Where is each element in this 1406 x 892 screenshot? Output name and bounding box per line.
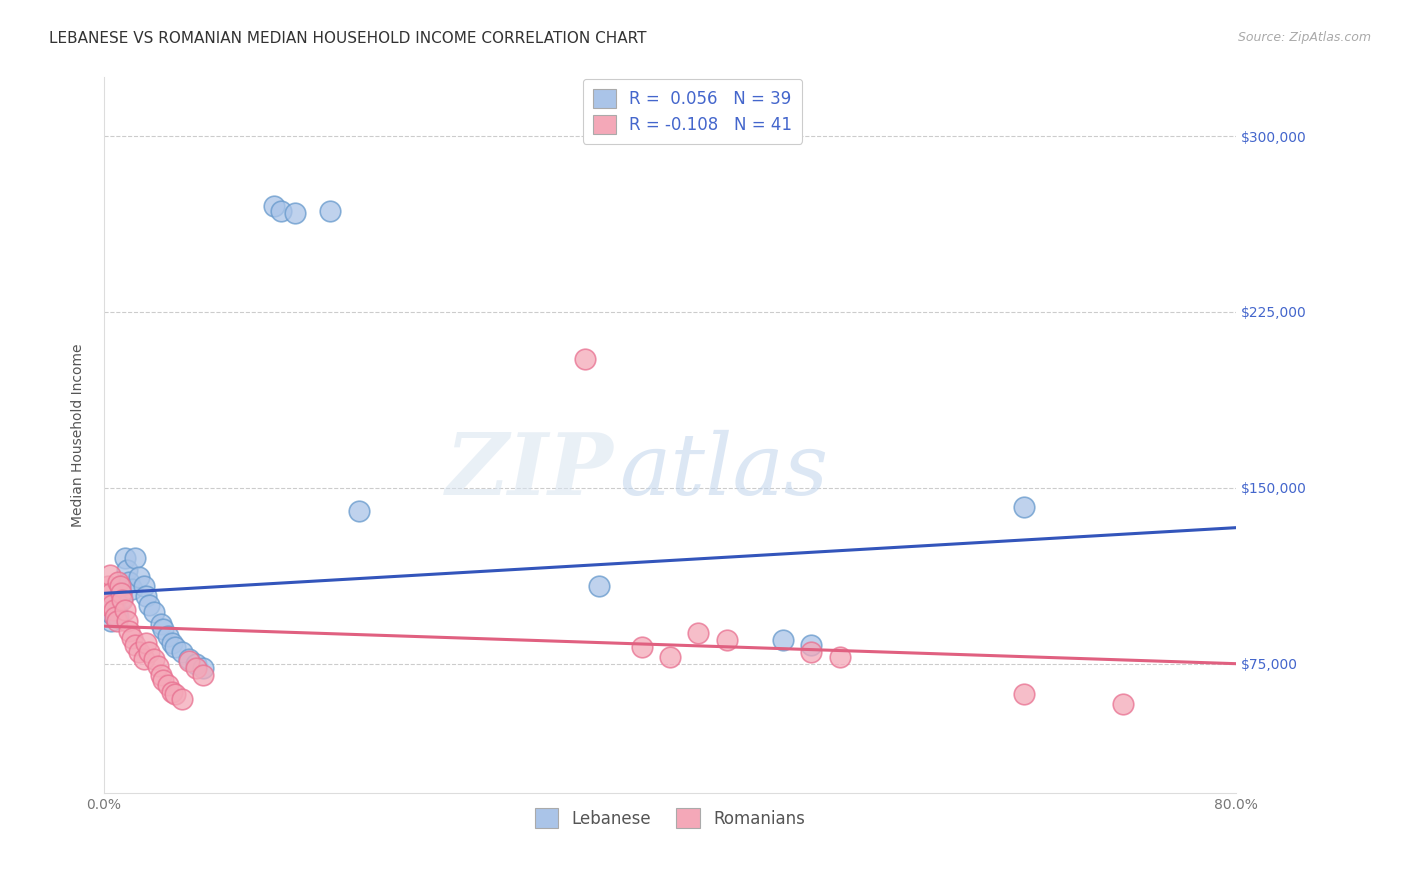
Point [146,659,169,673]
Point [263,199,285,213]
Point [177,652,200,666]
Point [135,635,157,649]
Point [132,579,155,593]
Text: atlas: atlas [619,429,828,512]
Point [142,652,165,666]
Point [191,661,214,675]
Point [163,687,186,701]
Point [135,589,157,603]
Point [138,598,160,612]
Point [800,645,823,659]
Point [347,504,370,518]
Point [149,616,172,631]
Point [115,563,138,577]
Point [184,657,207,671]
Point [142,605,165,619]
Point [772,633,794,648]
Point [177,654,200,668]
Point [574,351,596,366]
Point [111,591,134,605]
Point [152,622,174,636]
Point [156,628,179,642]
Point [101,598,124,612]
Point [800,638,823,652]
Point [101,607,124,622]
Text: LEBANESE VS ROMANIAN MEDIAN HOUSEHOLD INCOME CORRELATION CHART: LEBANESE VS ROMANIAN MEDIAN HOUSEHOLD IN… [49,31,647,46]
Point [149,668,172,682]
Point [100,586,122,600]
Y-axis label: Median Household Income: Median Household Income [72,343,86,527]
Point [128,645,150,659]
Point [111,593,134,607]
Point [98,605,121,619]
Point [284,206,307,220]
Point [828,649,851,664]
Point [319,204,342,219]
Point [107,574,129,589]
Point [100,615,122,629]
Point [104,609,127,624]
Point [105,605,128,619]
Point [105,615,128,629]
Point [96,598,118,612]
Point [108,579,131,593]
Point [688,626,710,640]
Point [108,579,131,593]
Point [118,624,141,638]
Point [97,579,120,593]
Point [191,668,214,682]
Point [588,579,610,593]
Point [107,609,129,624]
Point [115,615,138,629]
Text: ZIP: ZIP [446,429,613,513]
Point [1012,500,1035,514]
Point [1012,687,1035,701]
Point [1112,697,1135,711]
Point [160,685,183,699]
Point [124,551,146,566]
Point [121,631,143,645]
Point [132,652,155,666]
Point [184,661,207,675]
Point [103,593,125,607]
Point [152,673,174,687]
Point [114,603,136,617]
Legend: Lebanese, Romanians: Lebanese, Romanians [529,802,811,834]
Point [124,638,146,652]
Text: Source: ZipAtlas.com: Source: ZipAtlas.com [1237,31,1371,45]
Point [98,567,121,582]
Point [110,586,132,600]
Point [716,633,738,648]
Point [160,635,183,649]
Point [658,649,681,664]
Point [170,691,193,706]
Point [118,574,141,589]
Point [630,640,652,655]
Point [138,645,160,659]
Point [170,645,193,659]
Point [103,603,125,617]
Point [114,551,136,566]
Point [128,570,150,584]
Point [156,678,179,692]
Point [121,582,143,596]
Point [97,598,120,612]
Point [163,640,186,655]
Point [270,204,292,219]
Point [104,600,127,615]
Point [110,586,132,600]
